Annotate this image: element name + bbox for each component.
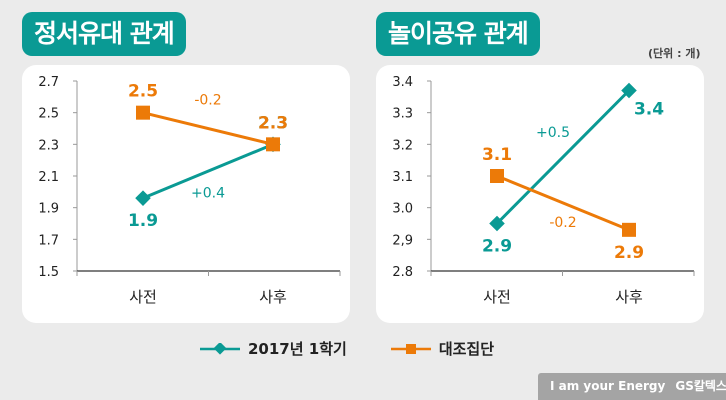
series-line <box>142 111 274 146</box>
data-point-diamond <box>489 215 505 232</box>
y-tick-label: 2.3 <box>38 138 59 153</box>
change-label: +0.4 <box>191 185 225 201</box>
x-tick-label: 사후 <box>259 288 287 306</box>
charts-svg: 1.5 1.7 1.9 2.1 2.3 2.5 2.7 사전 사후 1.9 2.3 +0.4 2.5 2.… <box>38 75 695 306</box>
slogan: I am your Energy <box>550 379 666 393</box>
legend: 2017년 1학기 대조집단 <box>200 338 494 359</box>
diamond-line-icon <box>200 342 240 355</box>
legend-item-2017: 2017년 1학기 <box>200 338 347 359</box>
data-label: 3.1 <box>482 145 512 165</box>
data-label: 3.4 <box>634 100 664 120</box>
brand-logo: GS칼텍스 <box>675 379 726 393</box>
data-point-square <box>490 169 504 183</box>
data-label: 1.9 <box>128 211 158 231</box>
x-tick-label: 사후 <box>615 288 643 306</box>
y-tick-label: 3.1 <box>392 170 413 185</box>
data-point-diamond <box>135 190 151 206</box>
y-tick-label: 3.4 <box>392 75 413 90</box>
y-tick-label: 1.7 <box>38 233 59 248</box>
legend-item-control: 대조집단 <box>390 338 495 359</box>
series-line <box>142 142 274 200</box>
chart-title-emotional: 정서유대 관계 <box>22 12 186 56</box>
data-point-square <box>622 222 636 237</box>
legend-label: 대조집단 <box>438 340 495 358</box>
y-tick-label: 1.5 <box>38 265 59 280</box>
change-label: -0.2 <box>194 93 221 109</box>
y-tick-label: 2.8 <box>392 265 413 280</box>
y-tick-label: 3.2 <box>392 138 413 153</box>
data-point-square <box>266 137 280 152</box>
data-label: 2.9 <box>614 243 644 263</box>
y-tick-label: 3.3 <box>392 107 413 122</box>
data-label: 2.3 <box>258 113 288 133</box>
y-tick-label: 2.5 <box>38 107 59 122</box>
change-label: +0.5 <box>536 125 570 141</box>
y-tick-label: 1.9 <box>38 202 59 217</box>
x-tick-label: 사전 <box>129 288 157 306</box>
footer-logo: I am your Energy GS칼텍스 <box>538 373 726 400</box>
y-tick-label: 2,9 <box>392 233 413 248</box>
y-tick-label: 2.1 <box>38 170 59 185</box>
square-line-icon <box>390 343 431 354</box>
unit-note: (단위 : 개) <box>648 47 701 60</box>
data-label: 2.9 <box>482 237 512 257</box>
data-label: 2.5 <box>128 82 158 102</box>
legend-label: 2017년 1학기 <box>248 340 347 358</box>
series-line <box>496 174 630 232</box>
data-point-square <box>136 105 150 120</box>
change-label: -0.2 <box>549 215 576 231</box>
y-tick-label: 2.7 <box>38 75 59 90</box>
y-tick-label: 3.0 <box>392 202 413 217</box>
data-label: 2.3 <box>258 113 288 133</box>
x-tick-label: 사전 <box>483 288 511 306</box>
chart-title-play: 놀이공유 관계 <box>376 12 540 56</box>
series-line <box>495 89 631 225</box>
